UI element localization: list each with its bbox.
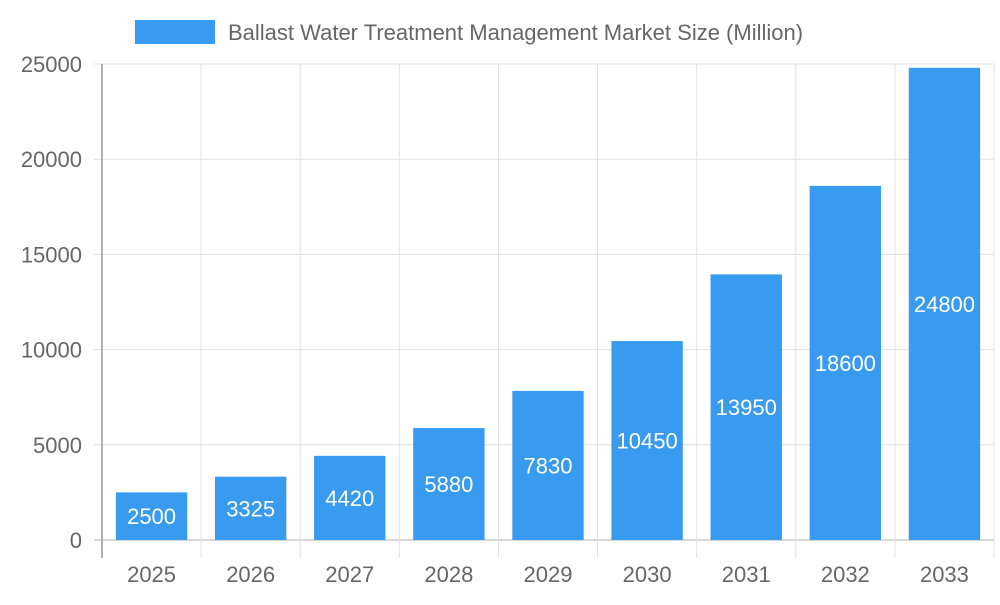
y-tick-label: 0 (70, 528, 82, 553)
bar-2029[interactable] (512, 390, 584, 540)
legend[interactable]: Ballast Water Treatment Management Marke… (135, 20, 803, 45)
bar-2032[interactable] (809, 185, 882, 540)
bar-2033[interactable] (908, 67, 981, 541)
data-label: 5880 (424, 472, 473, 497)
x-tick-label: 2033 (920, 562, 969, 587)
y-tick-label: 15000 (21, 242, 82, 267)
y-tick-label: 5000 (33, 433, 82, 458)
bar-2027[interactable] (314, 455, 386, 540)
gridlines (94, 63, 995, 558)
data-label: 2500 (127, 504, 176, 529)
y-tick-label: 20000 (21, 147, 82, 172)
axes: 0 5000 10000 15000 20000 25000 2025 2026 2027 202… (21, 52, 969, 587)
x-tick-label: 2029 (524, 562, 573, 587)
x-tick-label: 2030 (623, 562, 672, 587)
x-tick-label: 2025 (127, 562, 176, 587)
data-label: 24800 (914, 292, 975, 317)
data-label: 13950 (716, 395, 777, 420)
x-tick-label: 2028 (424, 562, 473, 587)
bar-2028[interactable] (413, 428, 485, 540)
legend-label: Ballast Water Treatment Management Marke… (228, 20, 803, 45)
bar-2031[interactable] (710, 274, 782, 540)
bar-2030[interactable] (611, 341, 683, 540)
x-tick-label: 2031 (722, 562, 771, 587)
data-label: 10450 (617, 429, 678, 454)
x-tick-label: 2032 (821, 562, 870, 587)
data-label: 7830 (524, 453, 573, 478)
bar-2025[interactable] (115, 492, 188, 540)
y-tick-label: 10000 (21, 338, 82, 363)
data-label: 3325 (226, 496, 275, 521)
bar-2026[interactable] (214, 476, 287, 540)
legend-swatch (135, 20, 215, 44)
x-tick-label: 2027 (325, 562, 374, 587)
y-tick-label: 25000 (21, 52, 82, 77)
bars: 2500 3325 4420 5880 7830 10450 13950 18600 24800 (115, 67, 981, 541)
x-tick-label: 2026 (226, 562, 275, 587)
data-label: 18600 (815, 351, 876, 376)
data-label: 4420 (325, 486, 374, 511)
